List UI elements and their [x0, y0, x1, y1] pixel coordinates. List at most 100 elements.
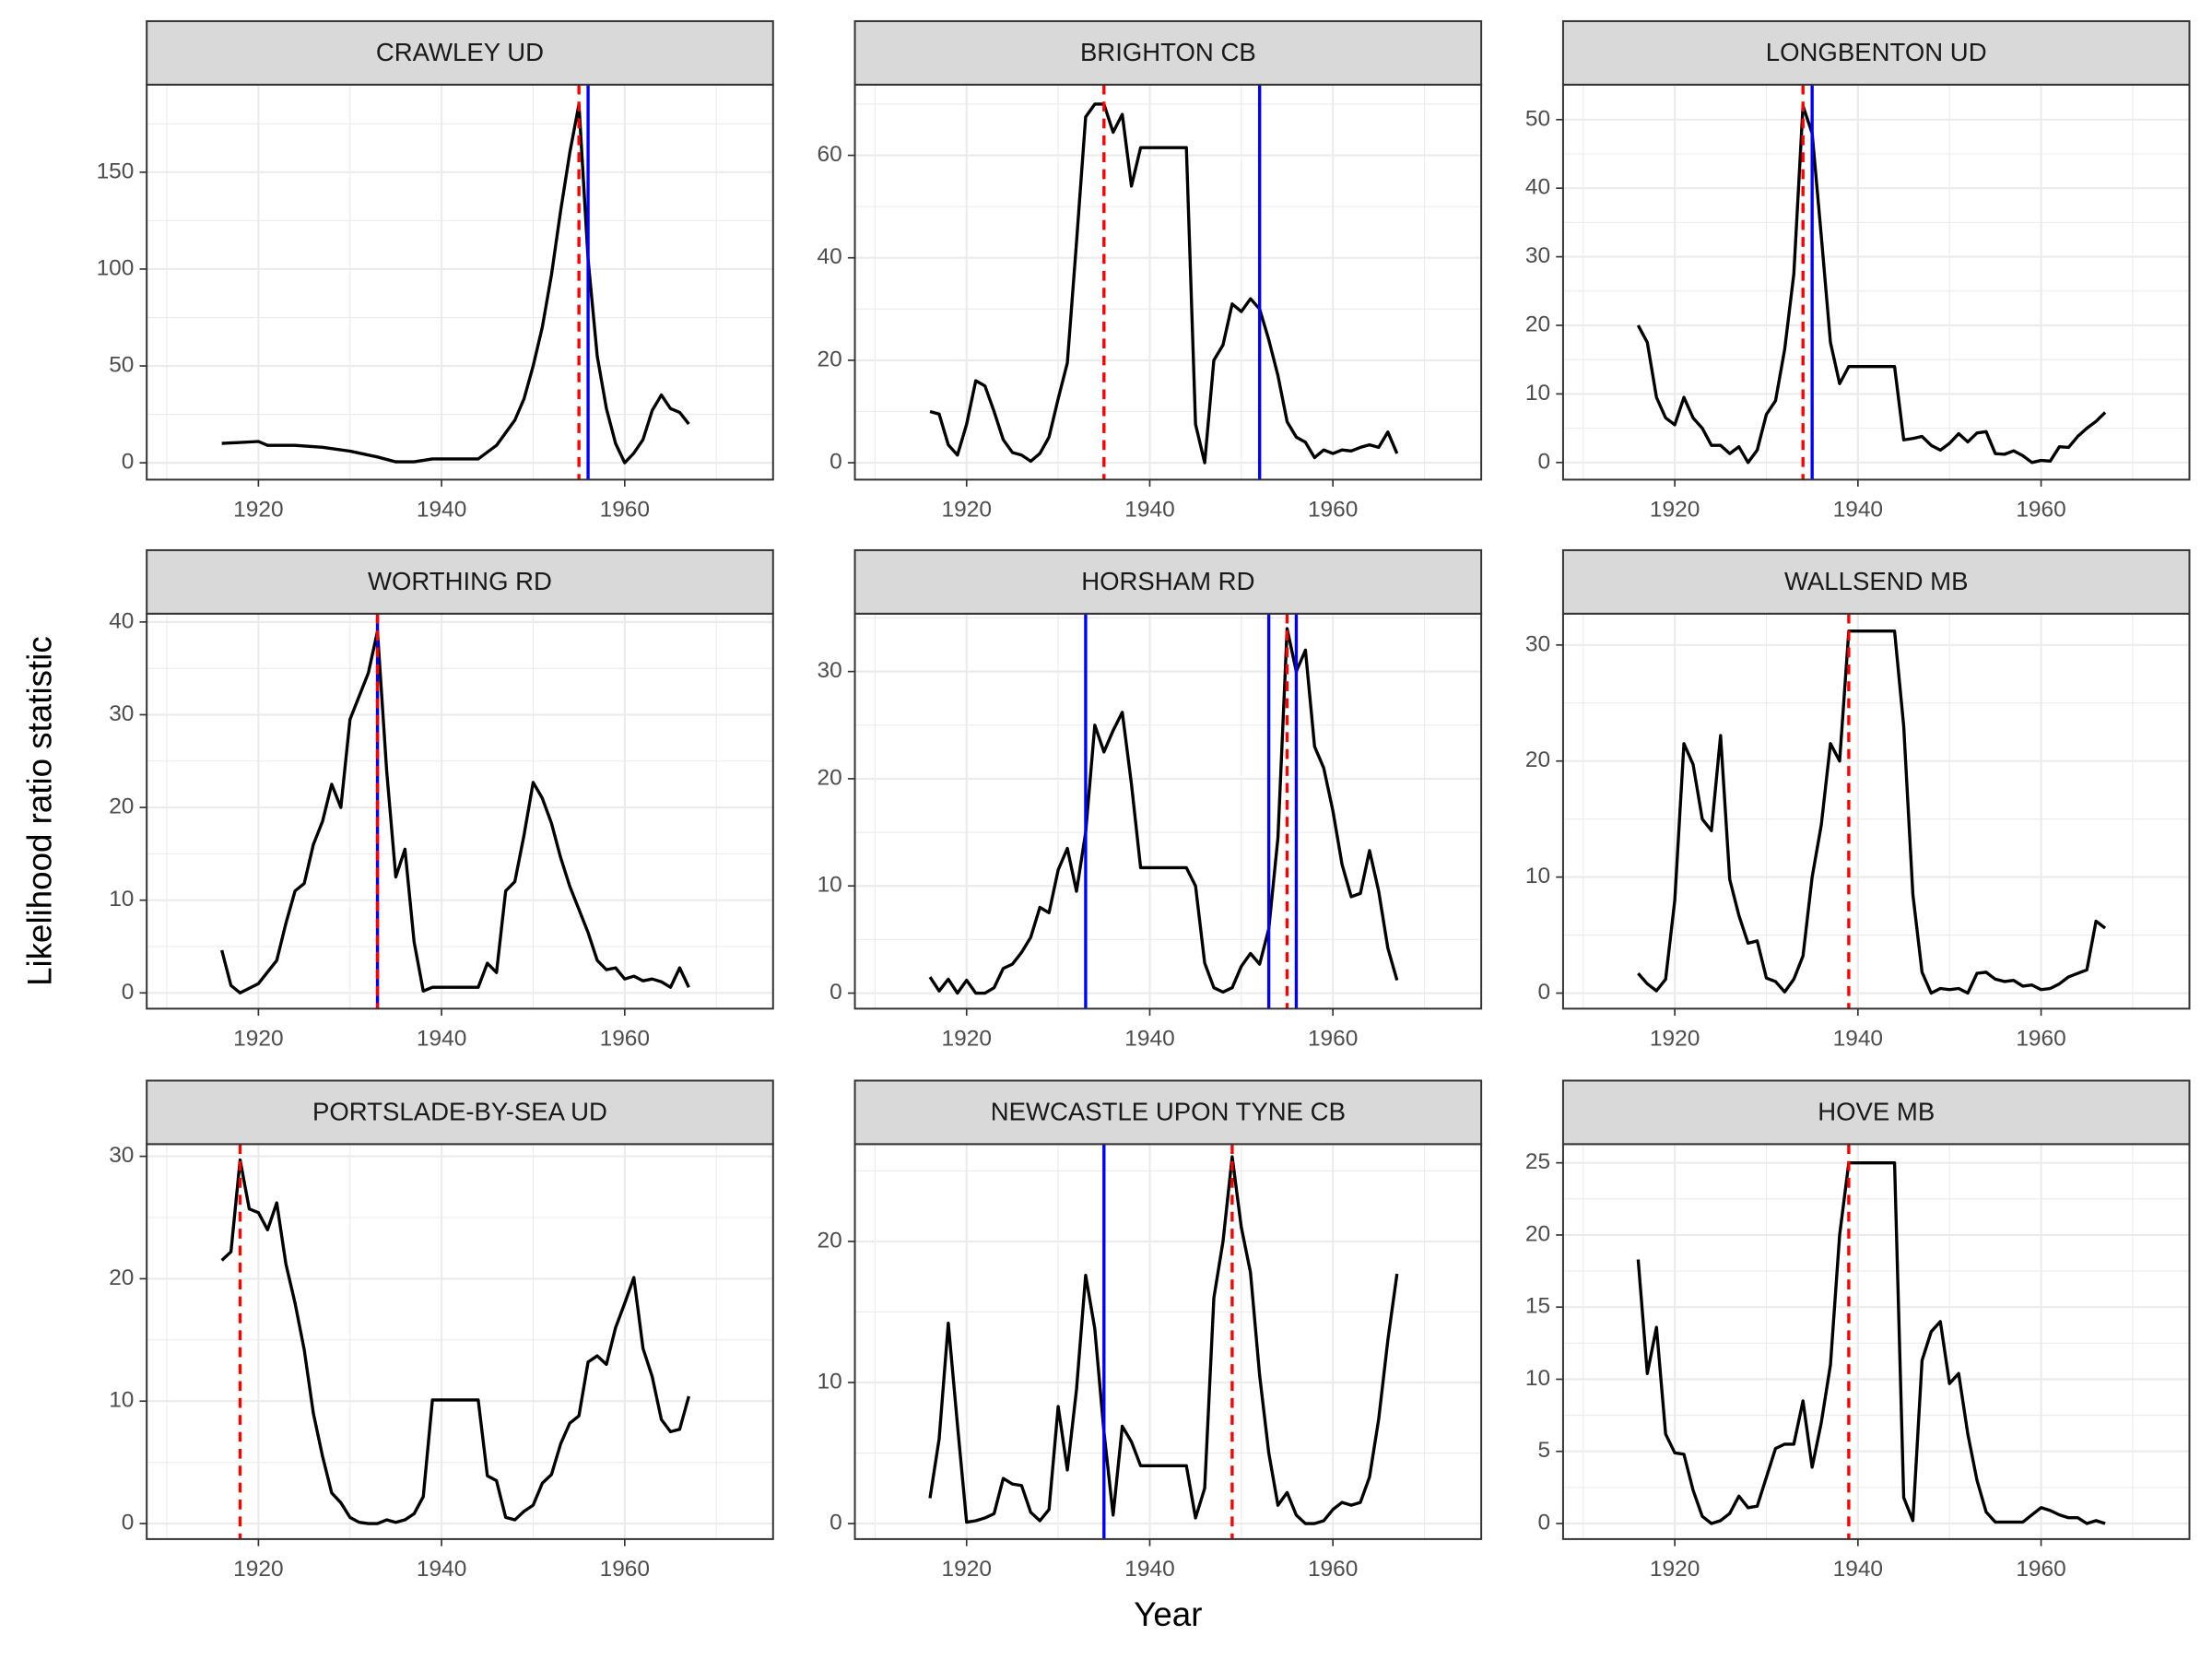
x-tick-label: 1920: [233, 498, 283, 523]
x-tick-label: 1940: [1833, 1027, 1883, 1052]
y-tick-label: 20: [1525, 747, 1550, 772]
y-tick-label: 20: [109, 794, 134, 819]
y-tick-label: 15: [1525, 1294, 1550, 1319]
x-tick-label: 1920: [942, 1557, 992, 1582]
panel: 1920 1940 1960 0 10 20 30 WALLSEND MB: [1525, 548, 2191, 1052]
x-tick-label: 1940: [1833, 498, 1883, 523]
y-tick-label: 100: [97, 255, 135, 280]
x-tick-label: 1920: [233, 1027, 283, 1052]
y-tick-label: 20: [1525, 312, 1550, 336]
data-line: [929, 102, 1399, 465]
strip: [146, 19, 774, 86]
panel: 1920 1940 1960 0 20 40 60 BRIGHTON CB: [818, 19, 1483, 523]
panel: 1920 1940 1960 0 5 10 15 20 25 HOVE MB: [1525, 1079, 2191, 1582]
data-line: [221, 102, 690, 465]
y-tick-label: 40: [109, 608, 134, 633]
y-tick-label: 0: [1538, 449, 1551, 474]
x-tick-label: 1920: [942, 498, 992, 523]
strip: [853, 19, 1483, 86]
y-axis-title: Likelihood ratio statistic: [21, 636, 59, 986]
panel: 1920 1940 1960 0 10 20 30 PORTSLADE-BY-SEA UD: [109, 1079, 774, 1582]
strip: [1561, 548, 2191, 615]
y-tick-label: 20: [109, 1265, 134, 1290]
panel-background: [1562, 1144, 2190, 1539]
x-tick-label: 1960: [1308, 1027, 1358, 1052]
y-tick-label: 10: [109, 1388, 134, 1413]
x-tick-label: 1920: [942, 1027, 992, 1052]
strip: [853, 1079, 1483, 1146]
x-tick-label: 1960: [2016, 1557, 2065, 1582]
data-line: [1636, 104, 2107, 465]
panel: 1920 1940 1960 0 10 20 30 HORSHAM RD: [818, 548, 1483, 1052]
x-tick-label: 1960: [600, 1557, 650, 1582]
strip-title: NEWCASTLE UPON TYNE CB: [991, 1098, 1346, 1126]
strip: [146, 1079, 774, 1146]
y-tick-label: 60: [818, 142, 842, 167]
x-tick-label: 1960: [1308, 1557, 1358, 1582]
y-tick-label: 0: [830, 1511, 842, 1535]
panel-background: [1562, 613, 2190, 1009]
y-tick-label: 0: [830, 450, 842, 475]
y-tick-label: 150: [97, 159, 135, 183]
strip-title: PORTSLADE-BY-SEA UD: [312, 1098, 607, 1126]
y-tick-label: 10: [1525, 1366, 1550, 1391]
x-tick-label: 1960: [1308, 498, 1358, 523]
panel-background: [854, 1144, 1482, 1539]
y-tick-label: 30: [818, 658, 842, 683]
strip-title: LONGBENTON UD: [1766, 38, 1987, 66]
x-axis-title: Year: [1134, 1595, 1202, 1633]
panel: 1920 1940 1960 0 10 20 30 40 WORTHING RD: [109, 548, 774, 1052]
x-tick-label: 1960: [600, 1027, 650, 1052]
strip-title: HOVE MB: [1818, 1098, 1935, 1126]
y-tick-label: 0: [122, 1511, 135, 1535]
x-tick-label: 1920: [1650, 1557, 1700, 1582]
y-tick-label: 5: [1538, 1438, 1551, 1463]
panel-background: [854, 84, 1482, 480]
x-tick-label: 1940: [1124, 1557, 1174, 1582]
y-tick-label: 40: [818, 244, 842, 269]
strip: [146, 548, 774, 615]
strip-title: BRIGHTON CB: [1080, 38, 1256, 66]
y-tick-label: 20: [818, 347, 842, 371]
strip: [1561, 19, 2191, 86]
y-tick-label: 30: [109, 1143, 134, 1168]
x-tick-label: 1940: [1833, 1557, 1883, 1582]
x-tick-label: 1940: [417, 498, 466, 523]
y-tick-label: 20: [1525, 1221, 1550, 1246]
y-tick-label: 0: [122, 980, 135, 1005]
y-tick-label: 25: [1525, 1149, 1550, 1174]
y-tick-label: 50: [109, 352, 134, 377]
panel-background: [854, 613, 1482, 1009]
panel: 1920 1940 1960 0 50 100 150 CRAWLEY UD: [97, 19, 774, 523]
y-tick-label: 50: [1525, 106, 1550, 131]
strip-title: WORTHING RD: [368, 567, 552, 595]
data-line: [928, 1155, 1399, 1525]
y-tick-label: 10: [818, 873, 842, 898]
strip: [853, 548, 1483, 615]
y-tick-label: 10: [1525, 864, 1550, 888]
y-tick-label: 0: [830, 980, 842, 1005]
x-tick-label: 1920: [233, 1557, 283, 1582]
x-tick-label: 1960: [2016, 1027, 2065, 1052]
y-tick-label: 0: [122, 450, 135, 475]
x-tick-label: 1960: [2016, 498, 2065, 523]
y-tick-label: 10: [1525, 381, 1550, 406]
x-tick-label: 1940: [1124, 1027, 1174, 1052]
data-line: [220, 1158, 690, 1525]
y-tick-label: 30: [1525, 631, 1550, 656]
x-tick-label: 1960: [600, 498, 650, 523]
y-tick-label: 10: [818, 1369, 842, 1394]
y-tick-label: 20: [818, 1228, 842, 1253]
y-tick-label: 30: [1525, 243, 1550, 268]
panel-background: [147, 84, 773, 480]
y-tick-label: 40: [1525, 175, 1550, 200]
data-line: [928, 627, 1399, 995]
panel: 1920 1940 1960 0 10 20 NEWCASTLE UPON TYNE CB: [818, 1079, 1483, 1582]
x-tick-label: 1940: [417, 1557, 466, 1582]
strip-title: CRAWLEY UD: [376, 38, 544, 66]
data-line: [1636, 1160, 2106, 1525]
panel-background: [1562, 84, 2190, 480]
data-line: [220, 629, 690, 994]
